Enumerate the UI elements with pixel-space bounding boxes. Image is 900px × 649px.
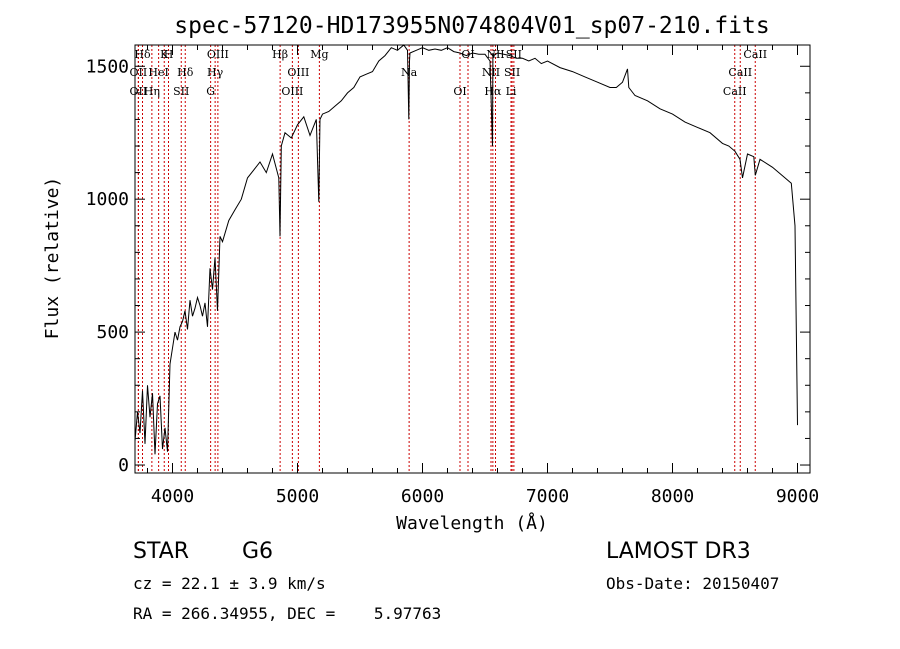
line-marker-label: HeI (148, 66, 168, 79)
obs-date: Obs-Date: 20150407 (606, 574, 780, 593)
x-tick-label: 6000 (401, 486, 444, 507)
line-marker-label: H (164, 48, 174, 61)
object-subclass: G6 (242, 539, 274, 564)
redshift-text: cz = 22.1 ± 3.9 km/s (133, 574, 326, 593)
line-marker-label: G (206, 85, 215, 98)
x-tick-label: 8000 (651, 486, 694, 507)
line-marker-label: OIII (287, 66, 309, 79)
coordinates: RA = 266.34955, DEC = 5.97763 (133, 604, 442, 623)
line-marker-label: SII (173, 85, 189, 98)
plot-frame (134, 44, 811, 474)
x-axis-ticks: 4000 5000 6000 7000 8000 9000 (147, 45, 819, 507)
x-tick-label: 5000 (276, 486, 319, 507)
line-marker-label: Hδ (134, 48, 151, 61)
line-marker-label: Hδ (177, 66, 194, 79)
line-marker-label: OII (130, 85, 148, 98)
y-tick-label: 0 (118, 455, 129, 476)
line-annotation-labels: HδOIIOIIKHeIHηHHδSIIOIIIHγGHβOIIIOIIIMgN… (130, 48, 768, 98)
y-tick-label: 1000 (86, 189, 129, 210)
line-marker-label: SII (506, 48, 522, 61)
spectrum-line (134, 44, 798, 455)
line-marker-label: CaII (743, 48, 767, 61)
y-tick-label: 1500 (86, 56, 129, 77)
line-marker-label: Hη (144, 85, 160, 98)
line-marker-label: Hβ (272, 48, 288, 61)
line-marker-label: K (160, 48, 169, 61)
line-marker-label: Hγ (207, 66, 224, 79)
x-tick-label: 9000 (776, 486, 819, 507)
x-axis-label: Wavelength (Å) (396, 512, 548, 534)
line-marker-label: SII (504, 66, 520, 79)
line-marker-label: CaII (728, 66, 752, 79)
line-marker-label: Mg (310, 48, 328, 61)
line-markers (137, 45, 756, 473)
line-marker-label: OIII (207, 48, 229, 61)
line-marker-label: Li (506, 85, 517, 98)
line-marker-label: OII (130, 66, 148, 79)
y-axis-ticks: 0 500 1000 1500 (86, 56, 810, 476)
object-class: STAR (133, 539, 190, 564)
line-marker-label: CaII (723, 85, 747, 98)
y-tick-label: 500 (96, 322, 129, 343)
x-tick-label: 4000 (151, 486, 194, 507)
chart-title: spec-57120-HD173955N074804V01_sp07-210.f… (174, 13, 769, 39)
line-marker-label: OI (453, 85, 466, 98)
x-tick-label: 7000 (526, 486, 569, 507)
survey-name: LAMOST DR3 (606, 539, 751, 564)
line-marker-label: OIII (281, 85, 303, 98)
line-marker-label: NII (482, 66, 500, 79)
y-axis-label: Flux (relative) (42, 177, 63, 340)
